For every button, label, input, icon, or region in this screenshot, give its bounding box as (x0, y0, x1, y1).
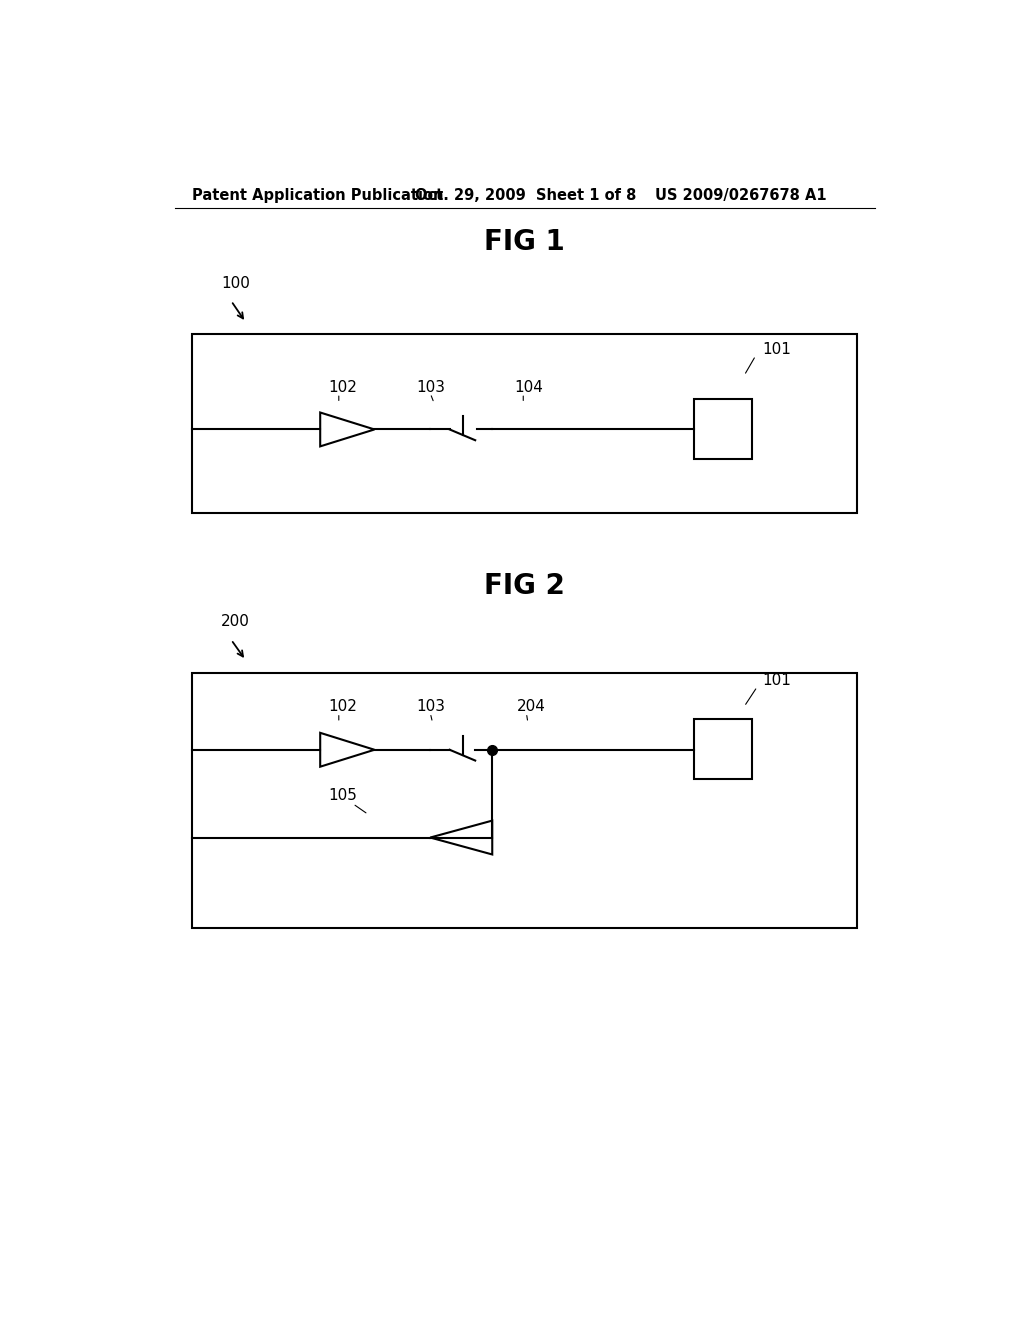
Text: 104: 104 (514, 380, 543, 396)
Text: 200: 200 (221, 614, 250, 630)
Bar (191, 673, 856, 928)
Text: 204: 204 (517, 700, 546, 714)
Polygon shape (321, 733, 375, 767)
Text: FIG 2: FIG 2 (484, 572, 565, 599)
Text: Patent Application Publication: Patent Application Publication (191, 187, 443, 203)
Bar (693, 719, 752, 779)
Text: Oct. 29, 2009  Sheet 1 of 8: Oct. 29, 2009 Sheet 1 of 8 (415, 187, 636, 203)
Polygon shape (321, 412, 375, 446)
Bar (191, 334, 856, 512)
Text: 103: 103 (417, 700, 445, 714)
Text: 103: 103 (417, 380, 445, 396)
Text: FIG 1: FIG 1 (484, 227, 565, 256)
Text: US 2009/0267678 A1: US 2009/0267678 A1 (655, 187, 826, 203)
Text: 102: 102 (328, 380, 356, 396)
Bar (693, 400, 752, 459)
Text: 100: 100 (221, 276, 250, 290)
Text: 101: 101 (762, 342, 791, 356)
Text: 105: 105 (328, 788, 356, 804)
Polygon shape (430, 821, 493, 854)
Text: 102: 102 (328, 700, 356, 714)
Text: 101: 101 (762, 673, 791, 688)
